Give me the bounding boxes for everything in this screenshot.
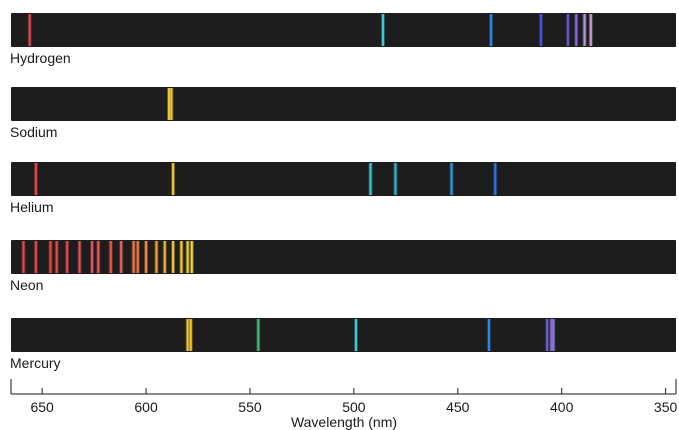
- spectrum-group: Hydrogen: [10, 13, 676, 66]
- x-tick-label: 650: [30, 399, 54, 415]
- spectrum-group: Mercury: [10, 318, 676, 371]
- spectrum-background: [11, 240, 676, 274]
- x-tick-label: 400: [550, 399, 574, 415]
- spectrum-background: [11, 318, 676, 352]
- spectrum-group: Sodium: [10, 87, 676, 140]
- spectrum-label: Sodium: [10, 124, 57, 140]
- x-axis-title: Wavelength (nm): [291, 414, 397, 430]
- spectrum-label: Neon: [10, 277, 43, 293]
- x-tick-label: 350: [654, 399, 678, 415]
- spectrum-label: Mercury: [10, 355, 61, 371]
- spectrum-group: Helium: [10, 162, 676, 215]
- spectrum-label: Hydrogen: [10, 50, 71, 66]
- x-tick-label: 450: [446, 399, 470, 415]
- spectrum-background: [11, 162, 676, 196]
- x-tick-label: 500: [342, 399, 366, 415]
- spectrum-background: [11, 13, 676, 47]
- x-tick-label: 600: [134, 399, 158, 415]
- spectrum-group: Neon: [10, 240, 676, 293]
- x-tick-label: 550: [238, 399, 262, 415]
- spectrum-background: [11, 87, 676, 121]
- spectrum-label: Helium: [10, 199, 54, 215]
